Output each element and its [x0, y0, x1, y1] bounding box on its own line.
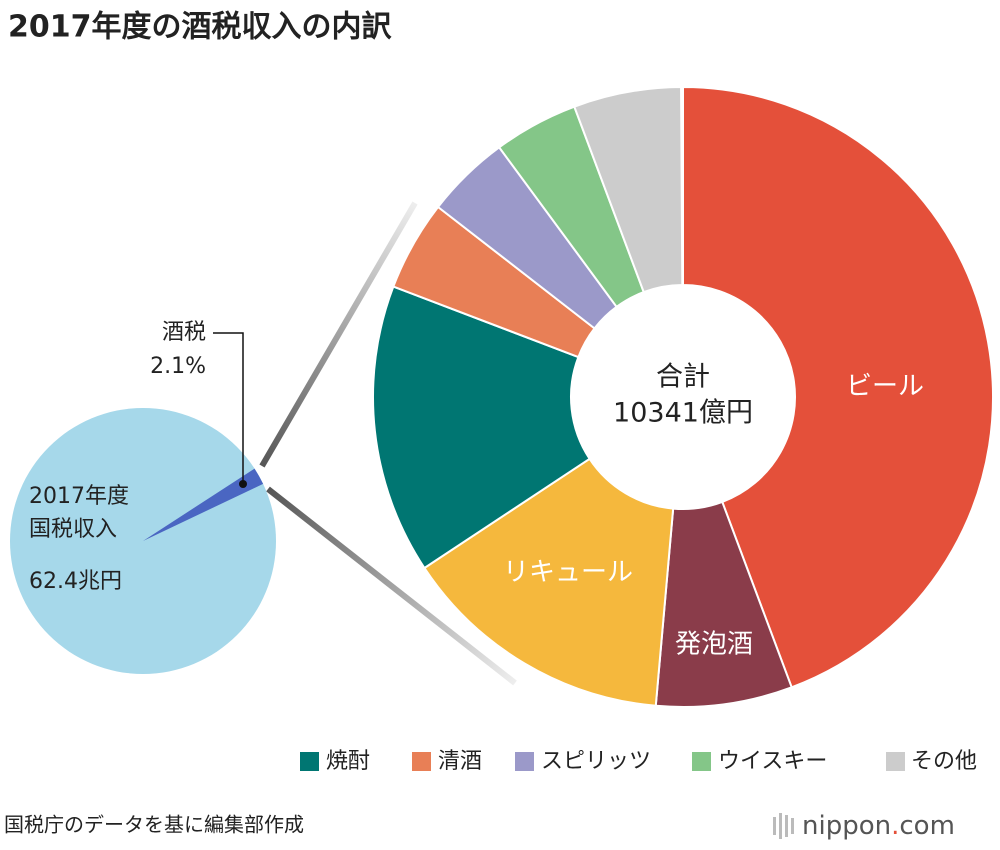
slice-label: ビール [846, 372, 924, 402]
legend-swatch [300, 752, 319, 771]
chart-title: 2017年度の酒税収入の内訳 [8, 10, 392, 45]
pie-label: 2017年度 [29, 484, 129, 509]
brand-text: nippon [802, 811, 891, 841]
brand: nippon.com [773, 811, 955, 841]
donut-slice [372, 285, 591, 570]
brand-dot: . [891, 811, 899, 841]
legend-label: スピリッツ [541, 749, 651, 774]
slice-label: 発泡酒 [675, 630, 753, 660]
pie-total-label: 62.4兆円 [29, 569, 122, 594]
slice-label: 酒税 [162, 320, 206, 345]
donut-slice [682, 85, 994, 689]
legend-label: 焼酎 [326, 749, 370, 774]
legend-label: 清酒 [438, 749, 482, 774]
donut-slice [423, 457, 675, 707]
center-label: 合計 [656, 362, 710, 393]
brand-text: com [899, 811, 955, 841]
source: 国税庁のデータを基に編集部作成 [4, 813, 304, 837]
legend-label: ウイスキー [718, 749, 827, 774]
pie-label: 国税収入 [29, 517, 117, 542]
value-label: 2.1% [150, 354, 206, 379]
legend-swatch [412, 752, 431, 771]
slice-label: リキュール [503, 558, 633, 588]
donut-slice [573, 85, 684, 294]
legend: 焼酎 清酒 スピリッツ ウイスキー その他 [300, 749, 977, 774]
legend-swatch [692, 752, 711, 771]
legend-label: その他 [911, 749, 977, 774]
pie-slice [143, 468, 264, 541]
connector [266, 486, 517, 686]
leader-line [213, 332, 244, 484]
connector [259, 201, 418, 468]
legend-swatch [515, 752, 534, 771]
svg-text:nippon.com: nippon.com [802, 811, 955, 841]
legend-swatch [886, 752, 905, 771]
center-label: 10341億円 [613, 398, 753, 429]
